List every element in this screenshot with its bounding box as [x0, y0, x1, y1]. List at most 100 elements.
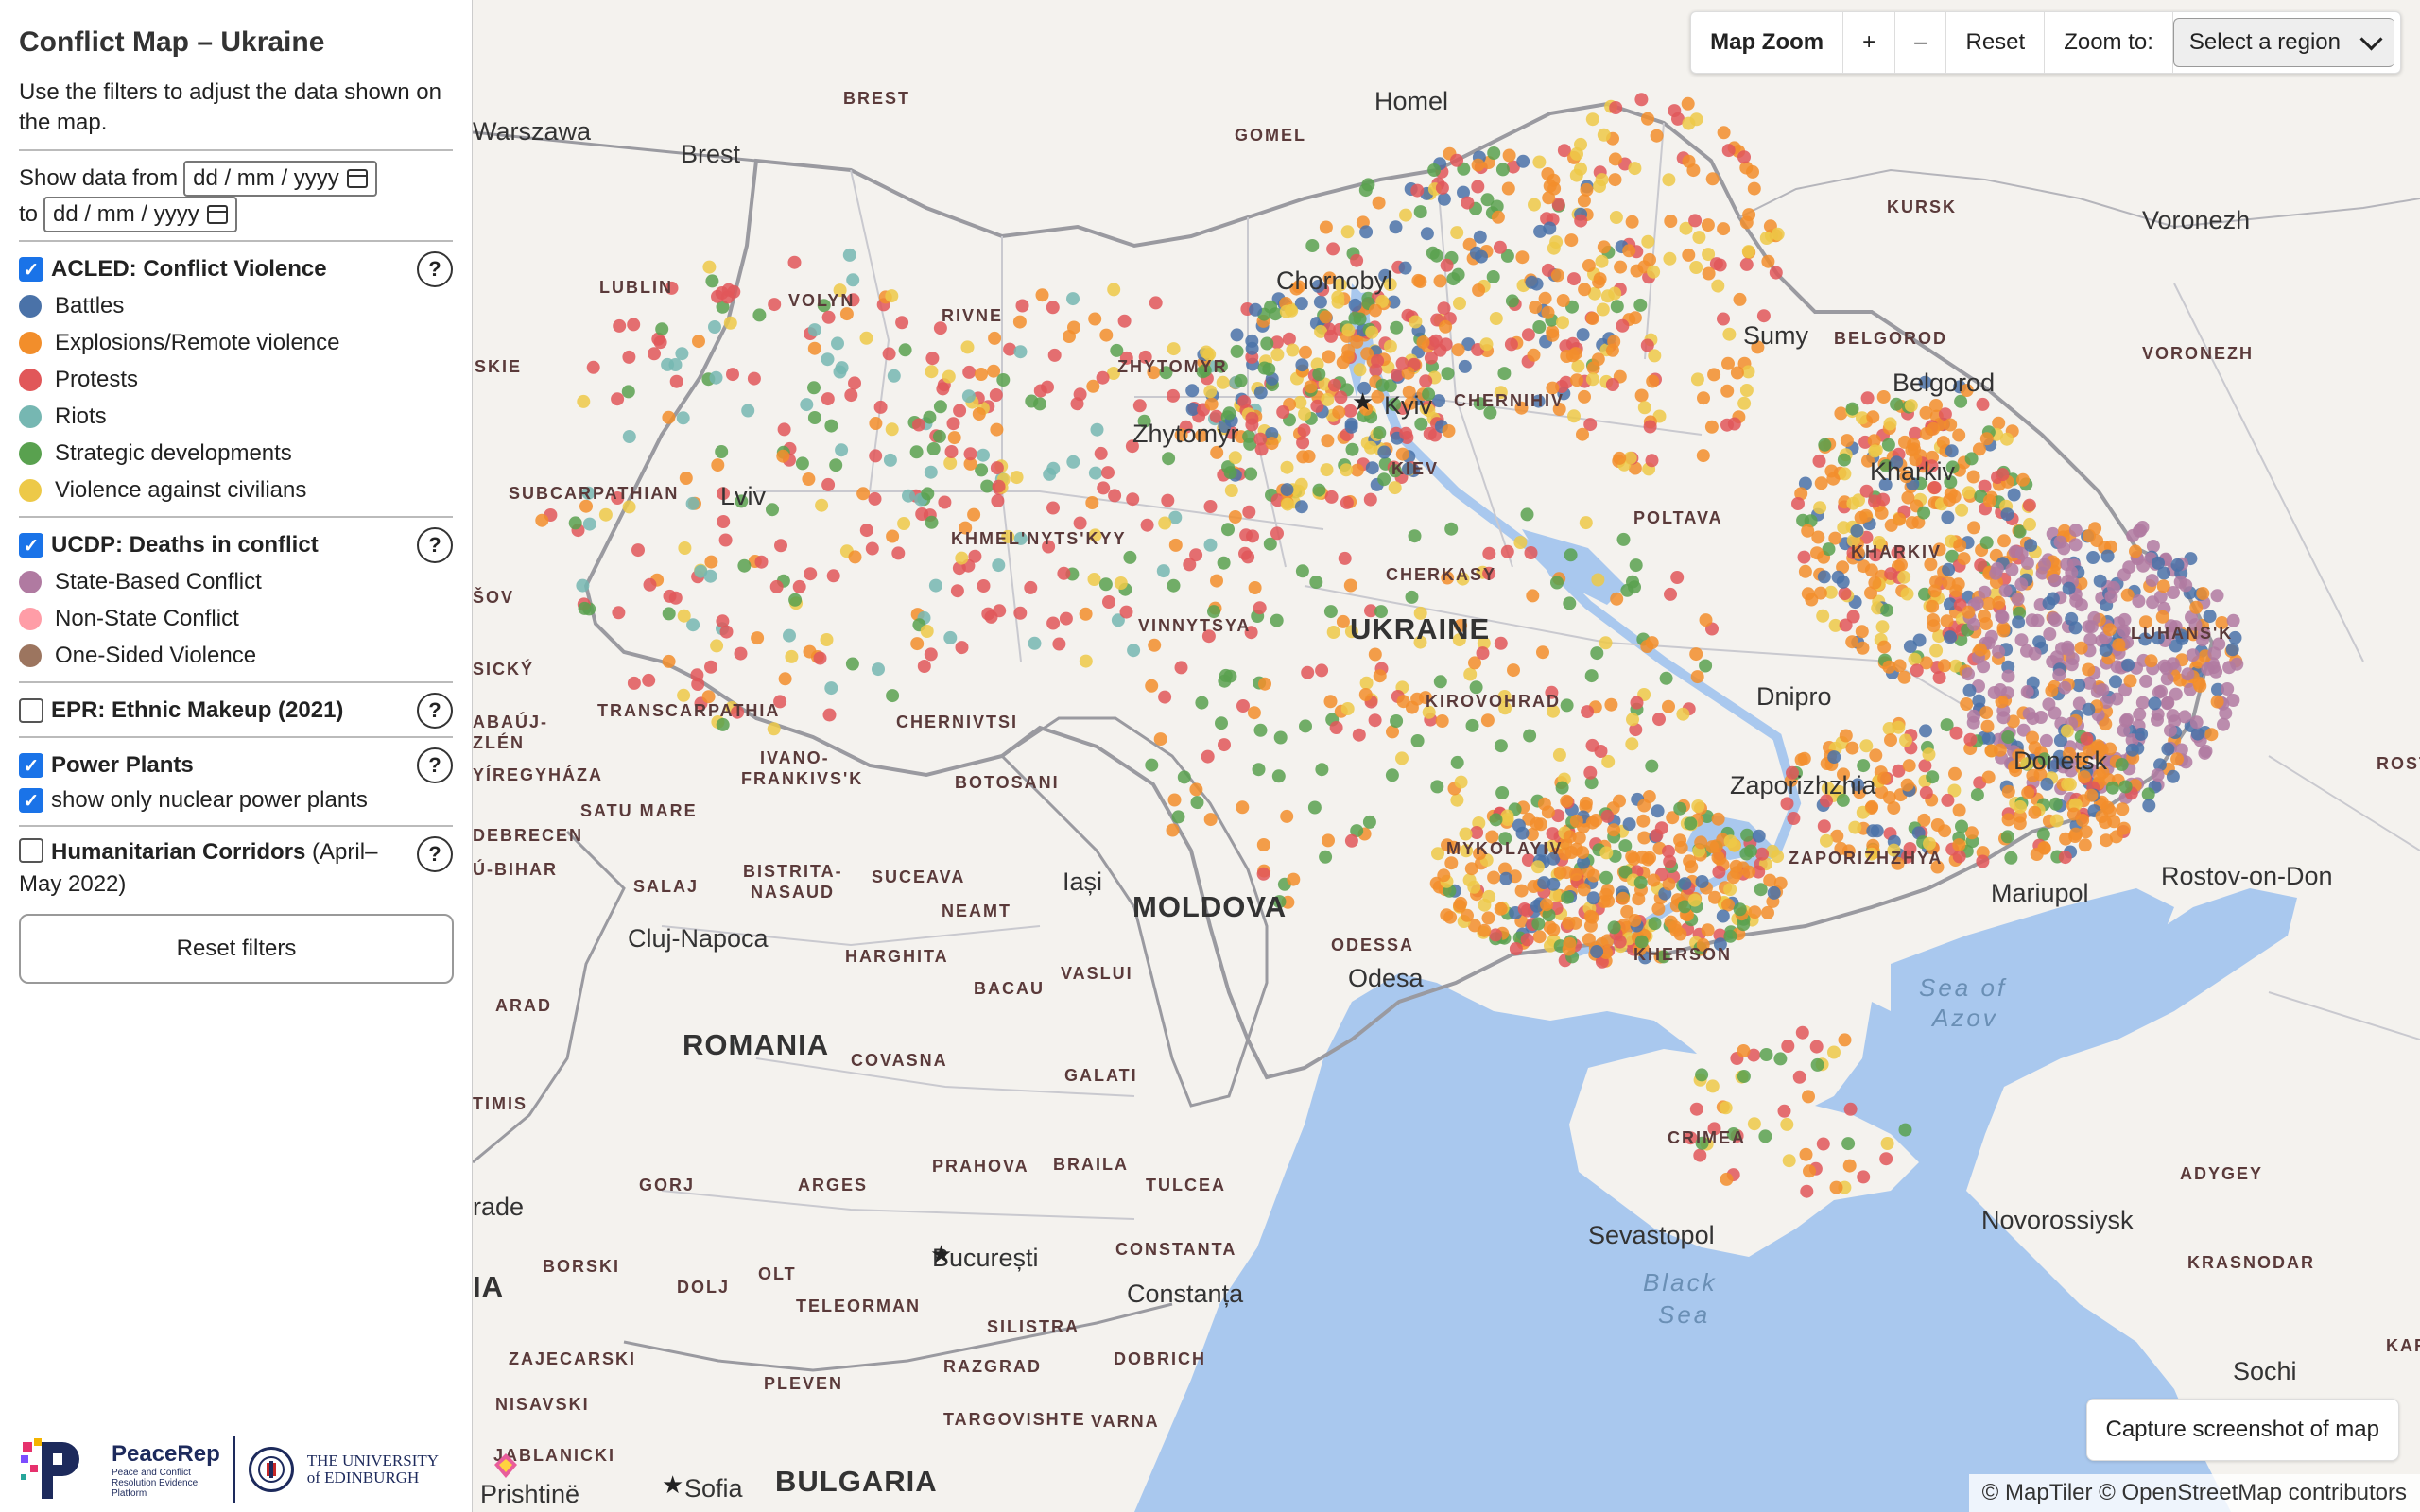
event-point[interactable] — [1664, 915, 1678, 929]
event-point[interactable] — [1563, 936, 1577, 951]
zoom-out-button[interactable]: – — [1895, 12, 1947, 73]
event-point[interactable] — [611, 491, 625, 505]
event-point[interactable] — [2134, 524, 2148, 538]
event-point[interactable] — [1541, 305, 1555, 319]
event-point[interactable] — [726, 368, 739, 382]
event-point[interactable] — [1190, 796, 1204, 810]
event-point[interactable] — [716, 300, 730, 314]
event-point[interactable] — [933, 400, 947, 414]
event-point[interactable] — [1469, 680, 1483, 695]
event-point[interactable] — [1737, 150, 1751, 164]
event-point[interactable] — [1954, 394, 1968, 408]
event-point[interactable] — [1926, 770, 1940, 784]
event-point[interactable] — [1837, 767, 1850, 782]
event-point[interactable] — [1482, 566, 1496, 580]
event-point[interactable] — [1399, 426, 1413, 440]
event-point[interactable] — [1086, 379, 1100, 393]
event-point[interactable] — [2083, 632, 2098, 646]
event-point[interactable] — [1158, 516, 1172, 530]
event-point[interactable] — [1336, 614, 1350, 628]
event-point[interactable] — [1110, 343, 1124, 357]
event-point[interactable] — [1525, 275, 1539, 289]
event-point[interactable] — [1816, 609, 1830, 623]
event-point[interactable] — [1159, 366, 1173, 380]
epr-checkbox[interactable] — [19, 698, 43, 723]
event-point[interactable] — [815, 498, 829, 512]
event-point[interactable] — [1664, 587, 1677, 601]
event-point[interactable] — [1344, 625, 1358, 639]
event-point[interactable] — [1241, 550, 1255, 564]
event-point[interactable] — [2007, 488, 2021, 502]
event-point[interactable] — [1460, 844, 1474, 858]
event-point[interactable] — [1682, 116, 1696, 130]
event-point[interactable] — [1506, 160, 1520, 174]
event-point[interactable] — [1902, 759, 1916, 773]
event-point[interactable] — [1787, 812, 1801, 825]
event-point[interactable] — [1479, 337, 1494, 352]
event-point[interactable] — [1368, 647, 1382, 662]
event-point[interactable] — [2048, 706, 2062, 720]
event-point[interactable] — [1454, 896, 1468, 910]
event-point[interactable] — [1494, 739, 1508, 753]
event-point[interactable] — [1786, 765, 1799, 780]
event-point[interactable] — [1087, 573, 1101, 586]
event-point[interactable] — [1937, 659, 1951, 673]
event-point[interactable] — [1442, 424, 1456, 438]
event-point[interactable] — [1252, 763, 1266, 777]
event-point[interactable] — [1919, 405, 1933, 420]
event-point[interactable] — [1645, 759, 1659, 773]
event-point[interactable] — [2190, 727, 2204, 741]
event-point[interactable] — [1301, 665, 1315, 679]
event-point[interactable] — [1647, 873, 1661, 887]
event-point[interactable] — [662, 654, 676, 668]
event-point[interactable] — [1168, 510, 1183, 524]
event-point[interactable] — [1659, 671, 1673, 685]
event-point[interactable] — [1689, 261, 1703, 274]
event-point[interactable] — [1752, 865, 1766, 879]
event-point[interactable] — [1726, 1127, 1740, 1141]
event-point[interactable] — [1964, 452, 1979, 466]
event-point[interactable] — [1203, 538, 1218, 552]
event-point[interactable] — [2001, 660, 2015, 674]
event-point[interactable] — [1641, 852, 1655, 867]
event-point[interactable] — [2110, 692, 2124, 706]
event-point[interactable] — [1013, 606, 1028, 620]
event-point[interactable] — [535, 513, 549, 527]
event-point[interactable] — [1293, 395, 1307, 409]
event-point[interactable] — [1693, 1148, 1707, 1162]
event-point[interactable] — [1350, 335, 1364, 349]
event-point[interactable] — [1311, 279, 1325, 293]
event-point[interactable] — [1887, 801, 1901, 815]
event-point[interactable] — [1918, 759, 1932, 773]
event-point[interactable] — [1881, 438, 1895, 452]
event-point[interactable] — [1413, 635, 1427, 649]
event-point[interactable] — [2164, 724, 2177, 737]
event-point[interactable] — [1185, 384, 1200, 398]
event-point[interactable] — [807, 341, 821, 355]
event-point[interactable] — [1073, 387, 1087, 402]
event-point[interactable] — [1891, 545, 1905, 559]
event-point[interactable] — [1478, 923, 1492, 937]
event-point[interactable] — [1505, 294, 1519, 308]
event-point[interactable] — [1066, 455, 1080, 469]
event-point[interactable] — [1201, 749, 1215, 764]
event-point[interactable] — [2152, 685, 2166, 699]
event-point[interactable] — [2139, 674, 2153, 688]
maptiler-logo-icon[interactable] — [492, 1452, 520, 1480]
event-point[interactable] — [1995, 609, 2009, 623]
event-point[interactable] — [1542, 908, 1556, 922]
event-point[interactable] — [1876, 620, 1890, 634]
event-point[interactable] — [2100, 833, 2113, 848]
event-point[interactable] — [1295, 358, 1309, 372]
event-point[interactable] — [1979, 432, 1994, 446]
event-point[interactable] — [1451, 267, 1465, 282]
event-point[interactable] — [1713, 937, 1727, 952]
event-point[interactable] — [917, 660, 931, 673]
event-point[interactable] — [1546, 328, 1560, 342]
event-point[interactable] — [1210, 445, 1224, 459]
event-point[interactable] — [1498, 832, 1512, 846]
event-point[interactable] — [1600, 809, 1615, 823]
event-point[interactable] — [1705, 840, 1720, 854]
event-point[interactable] — [829, 458, 843, 472]
event-point[interactable] — [1967, 617, 1980, 631]
